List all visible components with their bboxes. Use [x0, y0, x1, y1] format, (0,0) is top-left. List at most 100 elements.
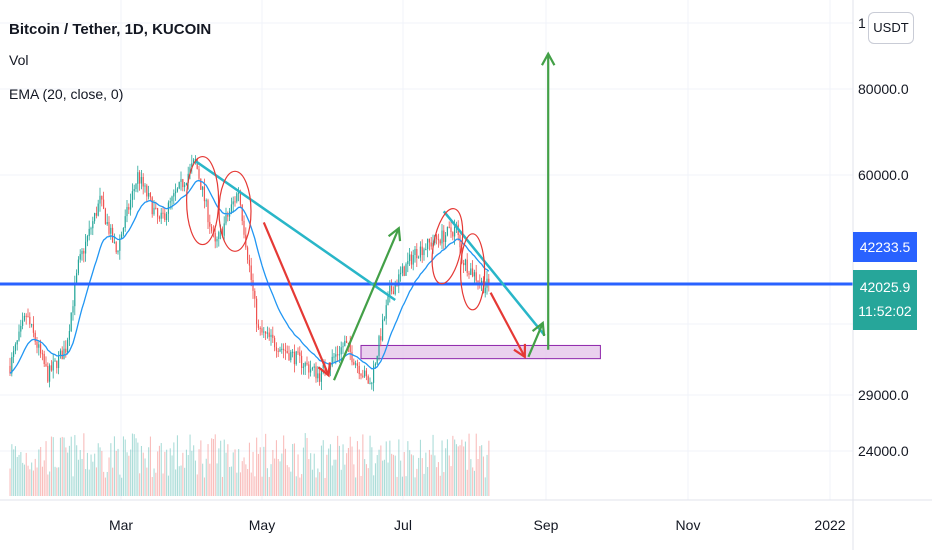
candle-body [203, 186, 205, 202]
volume-bar [418, 457, 420, 496]
volume-bar [459, 445, 461, 496]
volume-bar [475, 433, 477, 496]
volume-bar [396, 476, 398, 496]
candle-body [38, 344, 40, 348]
volume-bar [414, 477, 416, 496]
candle-body [410, 254, 412, 265]
candle-body [83, 250, 85, 254]
candle-body [155, 207, 157, 209]
candle-body [360, 374, 362, 376]
candle-body [427, 238, 429, 250]
candle-body [11, 356, 13, 374]
volume-bar [103, 471, 105, 496]
volume-bar [220, 440, 222, 496]
volume-bar [468, 433, 470, 496]
candle-body [49, 365, 51, 382]
candle-body [301, 355, 303, 368]
volume-bar [439, 475, 441, 496]
volume-bar [400, 460, 402, 496]
volume-bar [290, 471, 292, 496]
volume-bar [353, 464, 355, 496]
volume-bar [374, 463, 376, 496]
candle-body [304, 362, 306, 367]
volume-bar [473, 470, 475, 496]
candle-body [67, 339, 69, 353]
candle-body [211, 226, 213, 232]
volume-bar [14, 446, 16, 496]
candle-body [104, 208, 106, 225]
volume-bar [302, 447, 304, 496]
volume-bar [68, 445, 70, 496]
volume-bar [250, 472, 252, 496]
volume-bar [225, 452, 227, 496]
volume-bar [94, 453, 96, 496]
arrow-head [317, 362, 331, 378]
volume-bar [54, 466, 56, 496]
volume-bar [311, 469, 313, 496]
candle-body [227, 214, 229, 217]
candle-body [468, 272, 470, 275]
volume-bar [106, 471, 108, 496]
candle-body [277, 350, 279, 352]
candle-body [383, 318, 385, 320]
volume-bar [337, 435, 339, 496]
volume-indicator-label[interactable]: Vol [9, 52, 29, 68]
candle-body [218, 232, 220, 239]
candle-body [58, 355, 60, 369]
volume-bar [77, 459, 79, 496]
volume-bar [322, 440, 324, 496]
volume-bar [175, 469, 177, 496]
candle-body [295, 351, 297, 365]
volume-bar [202, 463, 204, 496]
candle-body [23, 315, 25, 321]
candle-body [191, 163, 193, 168]
candle-body [128, 207, 130, 210]
candle-body [319, 373, 321, 382]
highlight-ellipse [186, 155, 220, 246]
candle-body [331, 356, 333, 366]
candle-body [18, 331, 20, 341]
candle-body [50, 365, 52, 371]
candle-body [146, 185, 148, 197]
candle-body [130, 199, 132, 210]
candle-body [290, 351, 292, 361]
x-tick-label: Mar [109, 517, 133, 533]
volume-bar [405, 476, 407, 496]
highlight-ellipse [460, 233, 486, 311]
volume-bar [387, 462, 389, 496]
drawings[interactable] [186, 51, 556, 381]
horizontal-line-price-tag: 42233.5 [853, 232, 917, 262]
volume-bar [371, 447, 373, 496]
volume-bar [122, 436, 124, 496]
arrow-shaft [332, 227, 400, 381]
volume-bar [445, 448, 447, 496]
candle-body [221, 228, 223, 236]
candle-body [236, 193, 238, 202]
volume-bar [344, 464, 346, 496]
volume-bar [427, 467, 429, 496]
volume-bar [308, 459, 310, 496]
candle-body [77, 259, 79, 274]
volume-bar [436, 467, 438, 496]
volume-bar [153, 468, 155, 496]
volume-bar [477, 459, 479, 496]
volume-bar [263, 446, 265, 496]
candle-body [430, 242, 432, 247]
candle-body [40, 344, 42, 354]
ema-indicator-label[interactable]: EMA (20, close, 0) [9, 86, 124, 102]
volume-bar [140, 445, 142, 496]
volume-bar [36, 467, 38, 496]
support-zone[interactable] [360, 344, 601, 360]
volume-bar [421, 458, 423, 496]
currency-button[interactable]: USDT [868, 12, 914, 44]
volume-bar [90, 454, 92, 496]
candle-body [243, 220, 245, 235]
volume-bar [358, 449, 360, 496]
volume-bar [437, 462, 439, 496]
volume-bar [50, 436, 52, 496]
candles[interactable] [9, 154, 490, 392]
volume-bar [310, 453, 312, 496]
volume-bar [488, 440, 490, 496]
arrow-head [541, 51, 556, 66]
